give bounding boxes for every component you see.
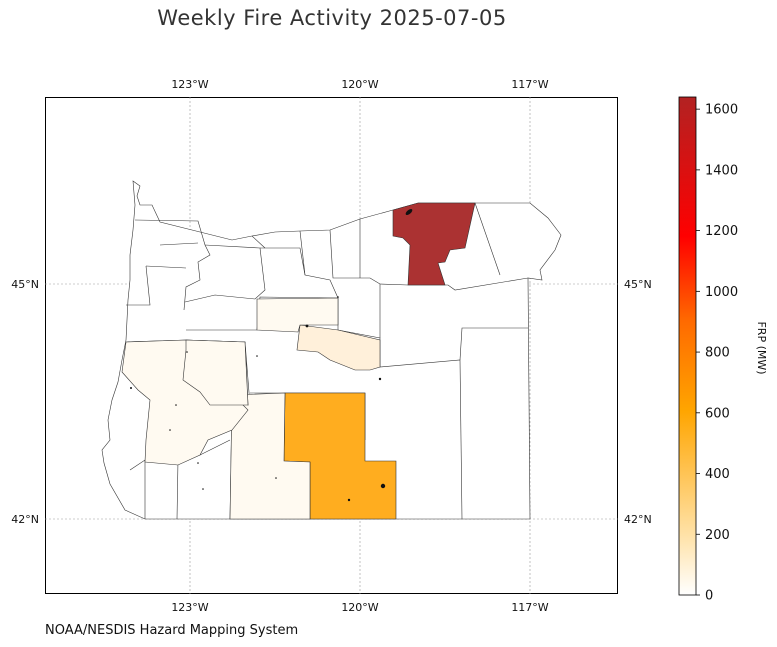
lon-tick-label: 123°W [171, 601, 208, 614]
colorbar-tick-label: 400 [705, 467, 730, 482]
colorbar-tick-label: 1200 [705, 224, 738, 239]
county-umatilla [392, 202, 476, 286]
fire-point [347, 498, 351, 502]
lon-tick-label: 120°W [341, 78, 378, 91]
county-jefferson [256, 297, 339, 333]
lat-tick-label: 42°N [624, 513, 652, 526]
colorbar-label: FRP (MW) [755, 321, 768, 374]
lon-tick-label: 117°W [511, 601, 548, 614]
fire-point [202, 488, 204, 490]
fire-point [337, 296, 339, 298]
lon-ticks-top: 123°W 120°W 117°W [171, 78, 548, 91]
fire-point [175, 404, 177, 406]
lon-tick-label: 120°W [341, 601, 378, 614]
fire-point [405, 209, 413, 215]
colorbar-gradient [678, 96, 697, 596]
county-lane [182, 339, 249, 406]
lon-ticks-bottom: 123°W 120°W 117°W [171, 601, 548, 614]
colorbar-tick-label: 600 [705, 406, 730, 421]
county-lake [229, 392, 311, 520]
colorbar-ticks: 0 200 400 600 800 1000 1200 1400 1600 [696, 103, 738, 604]
lat-tick-label: 45°N [624, 278, 652, 291]
lat-tick-label: 45°N [11, 278, 39, 291]
fire-point [186, 351, 188, 353]
lon-tick-label: 117°W [511, 78, 548, 91]
fire-point [378, 377, 382, 381]
map-title: Weekly Fire Activity 2025-07-05 [157, 6, 507, 30]
colorbar-tick-label: 800 [705, 346, 730, 361]
colorbar-tick-label: 1400 [705, 163, 738, 178]
lat-tick-label: 42°N [11, 513, 39, 526]
lon-tick-label: 123°W [171, 78, 208, 91]
data-source-credit: NOAA/NESDIS Hazard Mapping System [45, 623, 299, 638]
fire-point [169, 429, 171, 431]
fire-point [275, 477, 277, 479]
fire-counties [121, 202, 476, 520]
colorbar: 0 200 400 600 800 1000 1200 1400 1600 FRP (MW) [678, 96, 768, 604]
fire-point [197, 462, 199, 464]
fire-detections [130, 209, 413, 502]
county-crook [296, 324, 381, 371]
lat-ticks-right: 45°N 42°N [624, 278, 652, 526]
fire-point [256, 355, 258, 357]
colorbar-tick-label: 200 [705, 528, 730, 543]
colorbar-tick-label: 1600 [705, 103, 738, 118]
fire-point [305, 324, 309, 328]
colorbar-tick-label: 1000 [705, 285, 738, 300]
fire-point [130, 387, 132, 389]
colorbar-tick-label: 0 [705, 589, 713, 604]
fire-point [380, 483, 386, 489]
lat-ticks-left: 45°N 42°N [11, 278, 39, 526]
